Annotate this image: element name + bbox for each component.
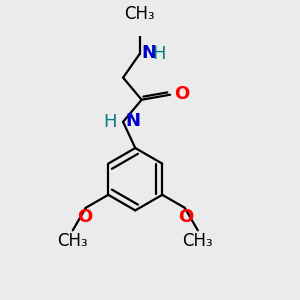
Text: O: O	[77, 208, 92, 226]
Text: H: H	[103, 113, 117, 131]
Text: O: O	[178, 208, 194, 226]
Text: CH₃: CH₃	[58, 232, 88, 250]
Text: N: N	[125, 112, 140, 130]
Text: N: N	[141, 44, 156, 62]
Text: O: O	[174, 85, 190, 103]
Text: CH₃: CH₃	[182, 232, 213, 250]
Text: CH₃: CH₃	[124, 5, 155, 23]
Text: H: H	[152, 45, 166, 63]
